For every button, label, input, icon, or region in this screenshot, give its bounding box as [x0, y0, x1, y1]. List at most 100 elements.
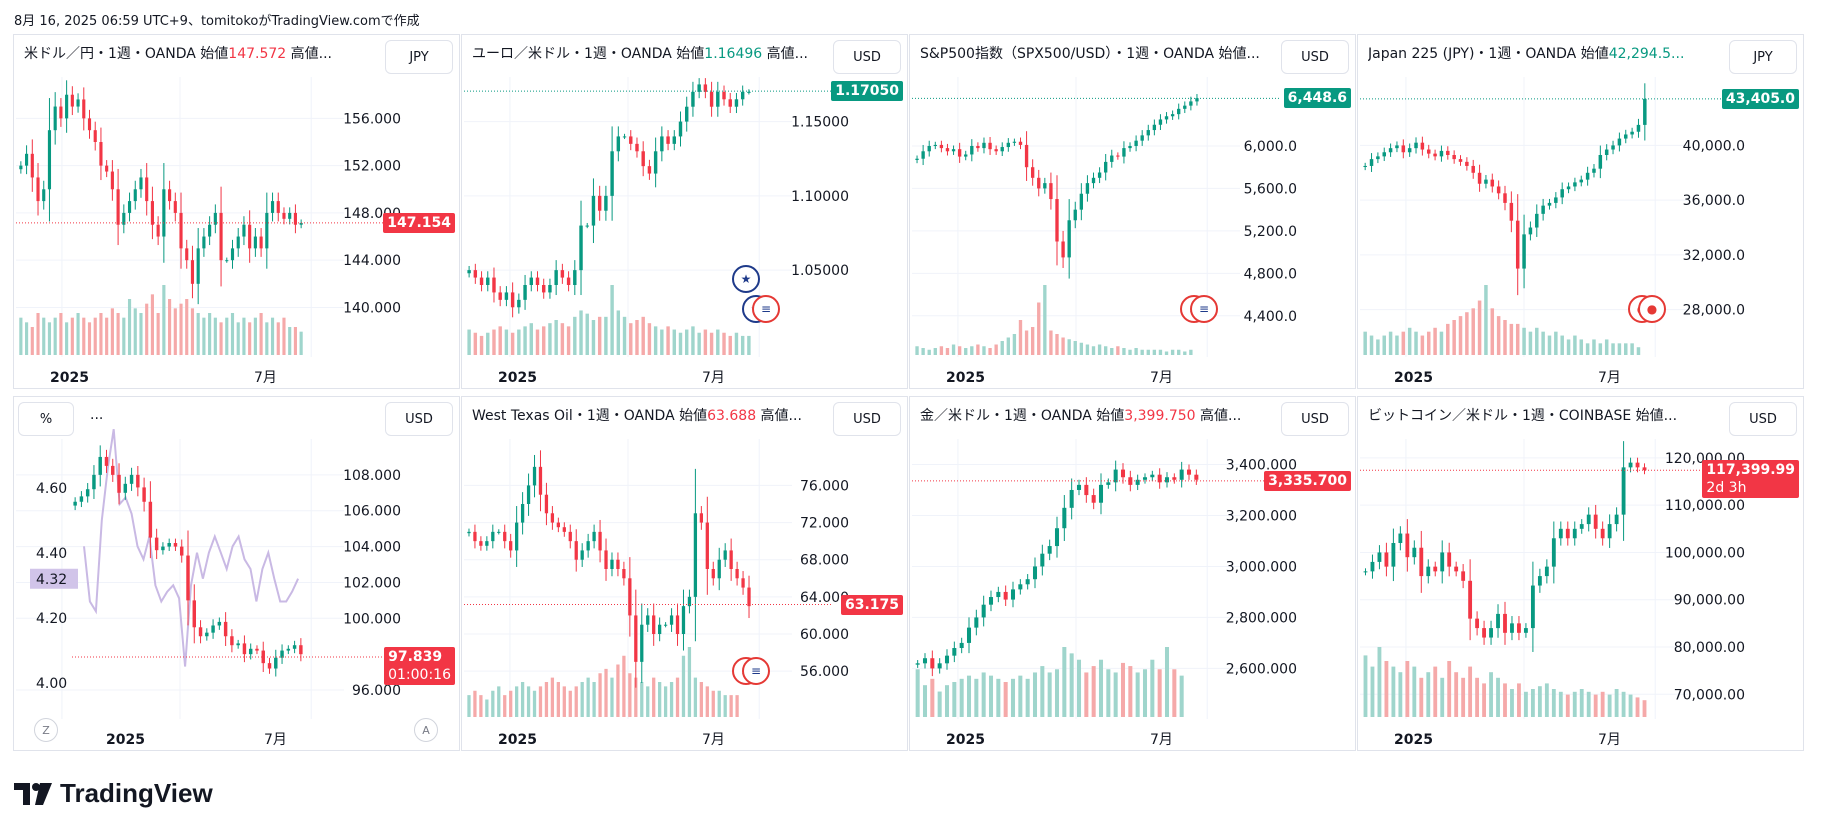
tradingview-logo[interactable]: TradingView [14, 778, 213, 809]
candle-body [1621, 467, 1626, 515]
currency-unit-button[interactable]: USD [833, 40, 901, 74]
us-flag-icon[interactable]: ≡ [752, 295, 780, 323]
more-options-icon[interactable]: ... [90, 407, 104, 423]
candle-body [562, 527, 566, 532]
volume-bar [1120, 662, 1126, 717]
volume-bar [666, 326, 670, 355]
volume-bar [1024, 330, 1029, 355]
candle-body [1388, 148, 1393, 153]
currency-unit-button[interactable]: USD [1729, 402, 1797, 436]
chart-panel-jp225[interactable]: Japan 225 (JPY)・1週・OANDA 始値42,294.5... JP… [1357, 34, 1804, 389]
last-price-value: 97.839 [388, 649, 443, 666]
volume-bar [1152, 349, 1157, 355]
volume-bar [1037, 302, 1041, 355]
chart-panel-eurusd[interactable]: ユーロ／米ドル・1週・OANDA 始値1.16496 高値... USD 1.150… [461, 34, 908, 389]
volume-bar [1554, 331, 1558, 355]
candle-body [921, 151, 925, 159]
currency-unit-button[interactable]: USD [833, 402, 901, 436]
candle-body [996, 591, 1001, 598]
volume-bar [1069, 653, 1074, 717]
volume-bar [1592, 339, 1596, 355]
volume-bar [966, 675, 972, 717]
eu-flag-icon[interactable]: ★ [732, 265, 760, 293]
chart-panel-spx[interactable]: S&P500指数（SPX500/USD）・1週・OANDA 始値... USD 6,… [909, 34, 1356, 389]
volume-bar [616, 310, 621, 355]
chart-panel-gold[interactable]: 金／米ドル・1週・OANDA 始値3,399.750 高値... USD 3,400… [909, 396, 1356, 751]
volume-bar [70, 317, 74, 355]
volume-bar [1426, 331, 1431, 355]
candle-body [747, 91, 751, 93]
y-tick-label: 3,400.000 [1226, 457, 1297, 473]
volume-bar [1503, 683, 1507, 717]
last-price-value: 1.17050 [835, 83, 899, 100]
y-tick-label: 102.000 [343, 575, 401, 591]
volume-bar [1091, 346, 1096, 355]
volume-bar [236, 322, 240, 355]
currency-unit-button[interactable]: JPY [385, 40, 453, 74]
candle-body [573, 270, 577, 285]
candle-body [685, 106, 689, 122]
candle-body [1024, 144, 1029, 168]
candle-body [1140, 135, 1144, 141]
candle-body [198, 627, 203, 637]
volume-bar [467, 329, 471, 355]
candle-body [1405, 533, 1410, 558]
volume-bar [709, 332, 714, 355]
volume-bar [82, 317, 86, 355]
countdown-value: 2d 3h [1706, 480, 1747, 497]
volume-bar [1110, 348, 1114, 355]
scale-percent-button[interactable]: % [18, 402, 74, 436]
y-tick-label: 70,000.00 [1674, 687, 1745, 703]
volume-bar [1544, 683, 1549, 717]
volume-bar [1503, 320, 1507, 355]
volume-bar [1509, 323, 1514, 355]
candle-body [964, 154, 968, 157]
chart-panel-btc[interactable]: ビットコイン／米ドル・1週・COINBASE 始値... USD 120,000.0… [1357, 396, 1804, 751]
candle-body [1032, 566, 1038, 580]
candle-body [25, 153, 29, 166]
candle-body [473, 270, 478, 278]
candle-body [529, 277, 533, 285]
chart-header: 8月 16, 2025 06:59 UTC+9、tomitokoがTrading… [14, 14, 420, 29]
volume-bar [1025, 678, 1030, 717]
candle-body [1195, 98, 1199, 102]
y-tick-label: 100,000.00 [1665, 545, 1745, 561]
candle-body [19, 165, 23, 170]
currency-unit-button[interactable]: JPY [1729, 40, 1797, 74]
volume-bar [497, 686, 501, 717]
candle-body [1164, 477, 1170, 483]
left-y-tick-label: 4.40 [36, 546, 67, 562]
candle-body [217, 621, 222, 626]
volume-bar [1376, 339, 1380, 355]
volume-bar [282, 317, 286, 355]
y-tick-label: 3,200.000 [1226, 508, 1297, 524]
y-tick-label: 72.000 [800, 516, 849, 532]
candle-body [705, 522, 709, 569]
candle-body [225, 260, 229, 262]
candle-body [1630, 131, 1634, 135]
chart-panel-usdjpy[interactable]: 米ドル／円・1週・OANDA 始値147.572 高値... JPY 156.000… [13, 34, 460, 389]
currency-unit-button[interactable]: USD [1281, 402, 1349, 436]
us-flag-icon[interactable]: ≡ [1190, 295, 1218, 323]
currency-unit-button[interactable]: USD [1281, 40, 1349, 74]
candle-body [1439, 150, 1444, 157]
volume-bar [1135, 672, 1140, 717]
candle-body [1113, 469, 1118, 483]
zoom-button[interactable]: Z [34, 718, 58, 742]
volume-bar [556, 682, 560, 717]
us-flag-icon[interactable]: ≡ [742, 657, 770, 685]
y-tick-label: 6,000.0 [1244, 139, 1297, 155]
chart-panel-wti[interactable]: West Texas Oil・1週・OANDA 始値63.688 高値... US… [461, 396, 908, 751]
candle-body [179, 212, 183, 249]
chart-panel-us10y_dxy[interactable]: %... USD 108.000 106.000 104.000 102.000 100.0… [13, 396, 460, 751]
volume-bar [479, 335, 484, 355]
jp-flag-icon[interactable]: ● [1638, 295, 1666, 323]
volume-bar [1384, 661, 1389, 717]
auto-scale-button[interactable]: A [414, 718, 438, 742]
candle-body [1433, 153, 1437, 157]
volume-bar [927, 349, 931, 355]
volume-bar [1006, 337, 1010, 355]
candle-body [122, 212, 126, 225]
currency-unit-button[interactable]: USD [385, 402, 453, 436]
volume-bar [1611, 343, 1615, 355]
